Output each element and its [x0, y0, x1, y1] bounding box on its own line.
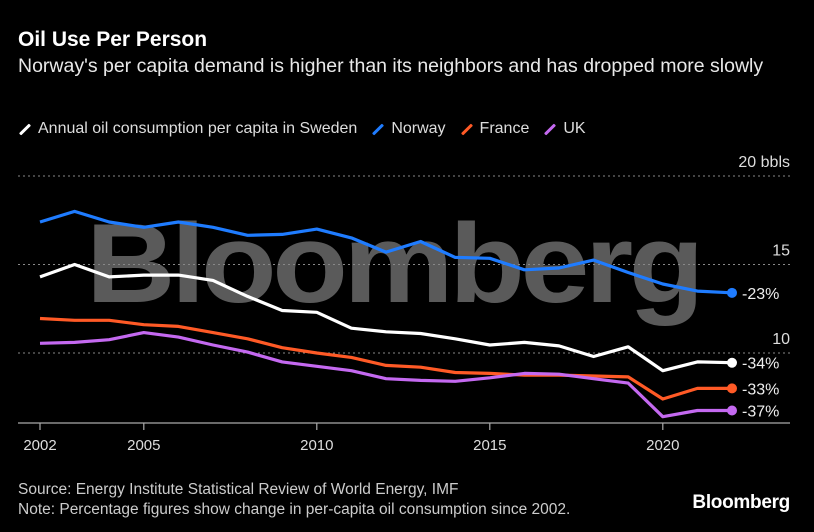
legend-item: Norway: [371, 120, 446, 138]
legend: Annual oil consumption per capita in Swe…: [18, 120, 586, 138]
x-tick-label: 2005: [127, 437, 160, 454]
legend-item: Annual oil consumption per capita in Swe…: [18, 120, 357, 138]
x-tick-label: 2010: [300, 437, 333, 454]
legend-label: UK: [563, 120, 586, 137]
chart-subtitle: Norway's per capita demand is higher tha…: [18, 55, 764, 77]
series-end-marker: [727, 383, 737, 394]
y-tick-label: 20 bbls: [738, 154, 790, 171]
legend-label: France: [479, 120, 530, 137]
series-end-label: -33%: [742, 381, 779, 398]
series-end-label: -37%: [742, 404, 779, 421]
series-end-marker: [727, 357, 737, 368]
x-tick-label: 2015: [473, 437, 506, 454]
series-end-label: -34%: [742, 356, 779, 373]
series-line: [39, 209, 733, 295]
series-end-marker: [727, 287, 737, 298]
series-line: [39, 331, 732, 419]
series-end-marker: [727, 405, 737, 416]
source-text: Source: Energy Institute Statistical Rev…: [18, 481, 459, 498]
bloomberg-logo: Bloomberg: [692, 492, 790, 513]
chart-title: Oil Use Per Person: [18, 28, 208, 51]
series-end-label: -23%: [742, 286, 779, 303]
legend-item: France: [460, 120, 530, 138]
legend-label: Norway: [391, 120, 446, 137]
source-notes: Source: Energy Institute Statistical Rev…: [18, 480, 570, 520]
series-line: [39, 316, 732, 401]
legend-item: UK: [543, 120, 586, 138]
y-tick-label: 10: [772, 331, 790, 348]
x-tick-label: 2002: [23, 437, 56, 454]
y-tick-label: 15: [772, 243, 790, 260]
bloomberg-watermark: Bloomberg: [86, 201, 700, 326]
note-text: Note: Percentage figures show change in …: [18, 501, 571, 518]
legend-label: Annual oil consumption per capita in Swe…: [38, 120, 358, 137]
x-tick-label: 2020: [646, 437, 679, 454]
series-line: [39, 262, 733, 373]
